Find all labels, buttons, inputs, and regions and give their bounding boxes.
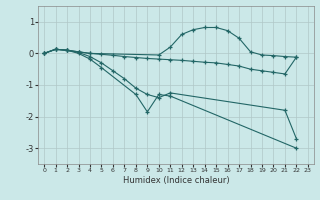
X-axis label: Humidex (Indice chaleur): Humidex (Indice chaleur) [123,176,229,185]
